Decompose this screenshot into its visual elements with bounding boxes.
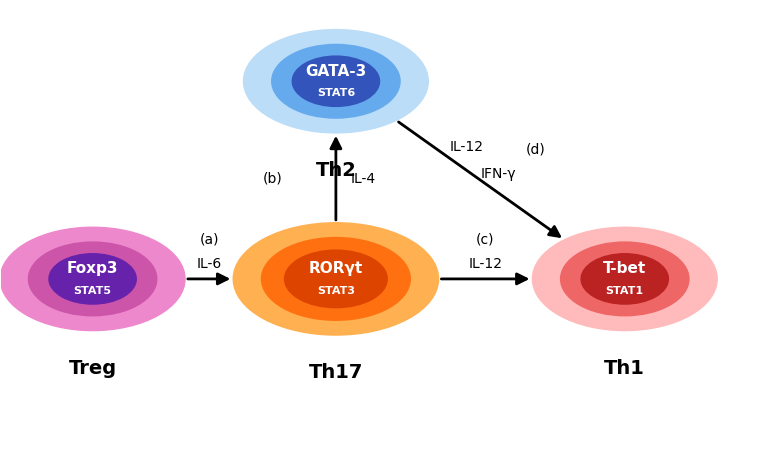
Text: STAT1: STAT1 [606,285,644,295]
Ellipse shape [0,228,185,331]
Text: IFN-γ: IFN-γ [481,167,516,181]
Ellipse shape [243,31,428,133]
Ellipse shape [28,243,156,316]
Ellipse shape [533,228,717,331]
Text: IL-4: IL-4 [351,171,376,185]
Ellipse shape [581,254,668,304]
Text: STAT5: STAT5 [73,285,111,295]
Ellipse shape [49,254,137,304]
Ellipse shape [272,45,400,119]
Text: Th17: Th17 [309,362,363,381]
Text: Th2: Th2 [315,161,356,179]
Text: (b): (b) [263,171,282,185]
Text: Th1: Th1 [604,358,645,377]
Ellipse shape [292,57,379,107]
Text: (c): (c) [476,232,494,246]
Text: IL-12: IL-12 [450,140,484,154]
Text: Treg: Treg [69,358,117,377]
Ellipse shape [561,243,689,316]
Text: RORγt: RORγt [309,261,363,276]
Text: T-bet: T-bet [603,261,646,276]
Text: Foxp3: Foxp3 [67,261,118,276]
Text: STAT3: STAT3 [317,285,355,295]
Text: STAT6: STAT6 [317,88,355,98]
Text: GATA-3: GATA-3 [305,64,366,78]
Ellipse shape [262,238,410,321]
Text: (d): (d) [526,143,546,156]
Text: IL-12: IL-12 [468,256,503,270]
Text: IL-6: IL-6 [197,256,222,270]
Text: (a): (a) [199,232,219,246]
Ellipse shape [285,251,387,308]
Ellipse shape [233,223,439,335]
